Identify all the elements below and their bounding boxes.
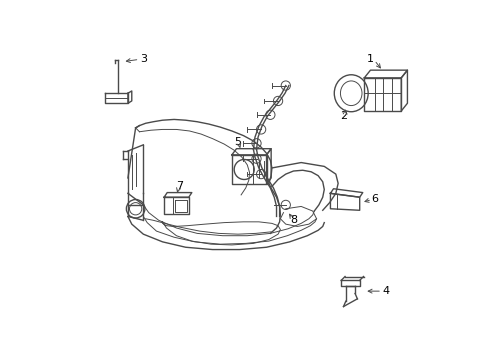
Text: 2: 2 — [340, 111, 347, 121]
Text: 6: 6 — [371, 194, 378, 204]
Text: 5: 5 — [235, 137, 242, 147]
Text: 3: 3 — [140, 54, 147, 64]
Text: 7: 7 — [176, 181, 183, 191]
Text: 4: 4 — [382, 286, 390, 296]
Text: 8: 8 — [290, 215, 297, 225]
Text: 1: 1 — [367, 54, 374, 64]
